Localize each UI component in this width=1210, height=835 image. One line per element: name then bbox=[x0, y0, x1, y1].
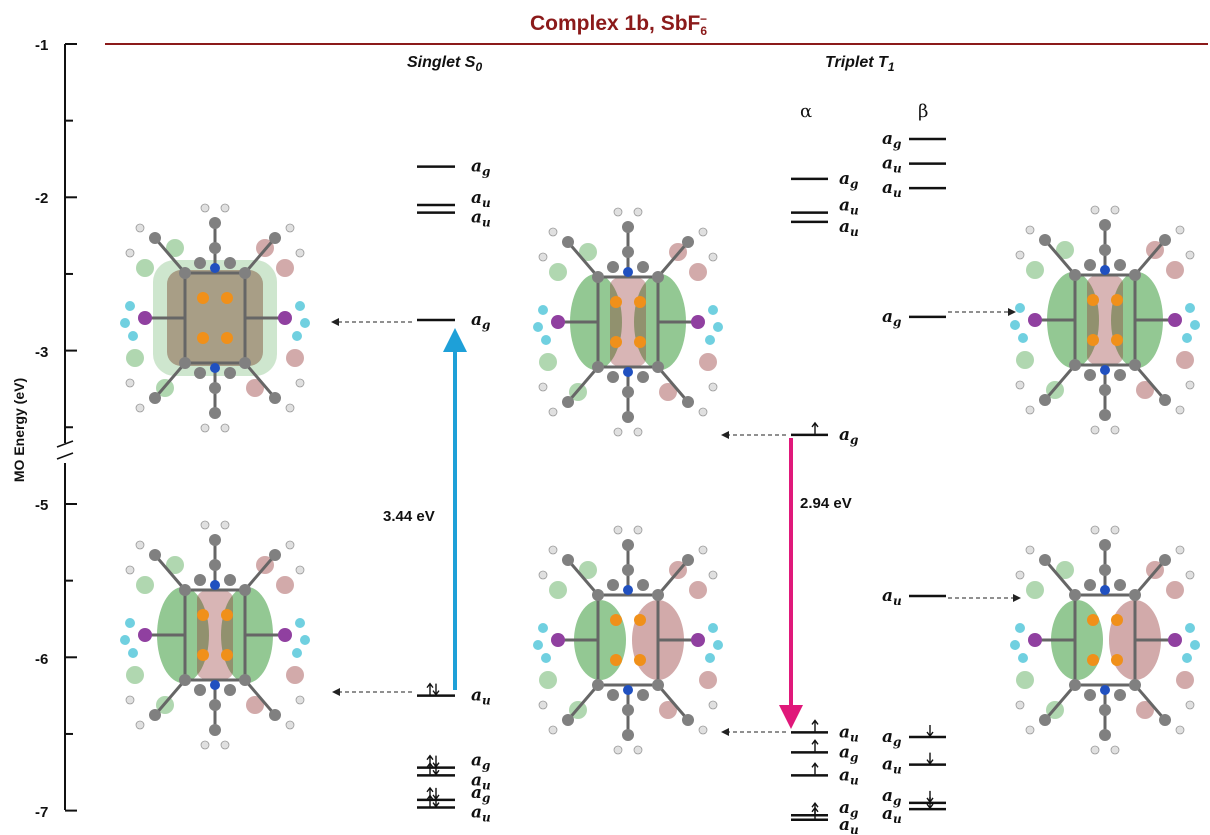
triplet-beta-mo-symmetry-label: au bbox=[882, 586, 902, 608]
triplet-beta-mo-symmetry-label: ag bbox=[882, 727, 901, 749]
triplet-gap-label: 2.94 eV bbox=[800, 495, 852, 512]
triplet-beta-mo-symmetry-label: ag bbox=[882, 786, 901, 808]
axis-label: MO Energy (eV) bbox=[11, 378, 27, 482]
figure-title: Complex 1b, SbF6− bbox=[530, 12, 707, 38]
spin-up-arrow bbox=[811, 739, 819, 752]
triplet-alpha-mo-symmetry-label: au bbox=[839, 722, 859, 744]
alpha-heading: α bbox=[800, 101, 812, 122]
singlet-mo-symmetry-label: ag bbox=[471, 751, 490, 773]
triplet-alpha-mo-symmetry-label: au bbox=[839, 196, 859, 218]
energy-axis bbox=[56, 43, 77, 812]
singlet-homo-orbital bbox=[120, 520, 310, 750]
triplet-alpha-mo-symmetry-label: au bbox=[839, 217, 859, 239]
spin-up-arrow bbox=[426, 794, 434, 807]
triplet-alpha-mo-symmetry-label: ag bbox=[839, 798, 858, 820]
triplet-alpha-mo-symmetry-label: au bbox=[839, 765, 859, 787]
tick-label: -1 bbox=[35, 37, 48, 54]
spin-down-arrow bbox=[926, 752, 934, 765]
singlet-mo-symmetry-label: ag bbox=[471, 157, 490, 179]
spin-up-arrow bbox=[426, 682, 434, 695]
singlet-mo-symmetry-label: ag bbox=[471, 783, 490, 805]
beta-heading: β bbox=[918, 101, 928, 122]
spin-up-arrow bbox=[426, 762, 434, 775]
tick-label: -6 bbox=[35, 651, 48, 668]
singlet-heading: Singlet S0 bbox=[407, 54, 482, 74]
spin-up-arrow bbox=[811, 806, 819, 819]
triplet-beta-mo-symmetry-label: au bbox=[882, 755, 902, 777]
triplet-beta-mo-symmetry-label: ag bbox=[882, 307, 901, 329]
spin-down-arrow bbox=[432, 795, 440, 808]
singlet-mo-symmetry-label: au bbox=[471, 188, 491, 210]
singlet-lumo-orbital bbox=[120, 203, 310, 433]
triplet-alpha-mo-symmetry-label: ag bbox=[839, 169, 858, 191]
singlet-mo-symmetry-label: au bbox=[471, 208, 491, 230]
triplet-alpha-mo-symmetry-label: au bbox=[839, 815, 859, 835]
singlet-gap-label: 3.44 eV bbox=[383, 508, 435, 525]
spin-up-arrow bbox=[811, 421, 819, 434]
spin-down-arrow bbox=[926, 797, 934, 810]
triplet-alpha-mo-symmetry-label: ag bbox=[839, 742, 858, 764]
tick-label: -2 bbox=[35, 190, 48, 207]
triplet-beta-mo-symmetry-label: au bbox=[882, 178, 902, 200]
triplet-beta-mo-symmetry-label: au bbox=[882, 154, 902, 176]
singlet-mo-symmetry-label: au bbox=[471, 770, 491, 792]
spin-down-arrow bbox=[432, 763, 440, 776]
tick-label: -5 bbox=[35, 497, 48, 514]
singlet-mo-symmetry-label: ag bbox=[471, 310, 490, 332]
triplet-beta-low-orbital bbox=[1010, 525, 1200, 755]
singlet-mo-symmetry-label: au bbox=[471, 803, 491, 825]
spin-up-arrow bbox=[811, 719, 819, 732]
triplet-beta-high-orbital bbox=[1010, 205, 1200, 435]
spin-down-arrow bbox=[432, 683, 440, 696]
triplet-alpha-high-orbital bbox=[533, 207, 723, 437]
tick-label: -3 bbox=[35, 344, 48, 361]
spin-down-arrow bbox=[926, 725, 934, 738]
singlet-mo-symmetry-label: au bbox=[471, 686, 491, 708]
triplet-beta-mo-symmetry-label: ag bbox=[882, 129, 901, 151]
triplet-alpha-low-orbital bbox=[533, 525, 723, 755]
triplet-alpha-mo-symmetry-label: ag bbox=[839, 425, 858, 447]
triplet-heading: Triplet T1 bbox=[825, 54, 895, 74]
tick-label: -7 bbox=[35, 804, 48, 821]
triplet-beta-mo-symmetry-label: au bbox=[882, 804, 902, 826]
spin-up-arrow bbox=[811, 762, 819, 775]
